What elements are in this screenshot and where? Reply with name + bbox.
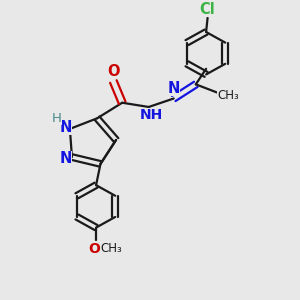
Text: Cl: Cl [200, 2, 215, 17]
Text: O: O [89, 242, 100, 256]
Text: NH: NH [140, 109, 163, 122]
Text: N: N [60, 151, 72, 166]
Text: N: N [167, 81, 180, 96]
Text: N: N [59, 120, 72, 135]
Text: H: H [52, 112, 61, 125]
Text: CH₃: CH₃ [100, 242, 122, 255]
Text: CH₃: CH₃ [217, 89, 239, 102]
Text: O: O [107, 64, 120, 79]
